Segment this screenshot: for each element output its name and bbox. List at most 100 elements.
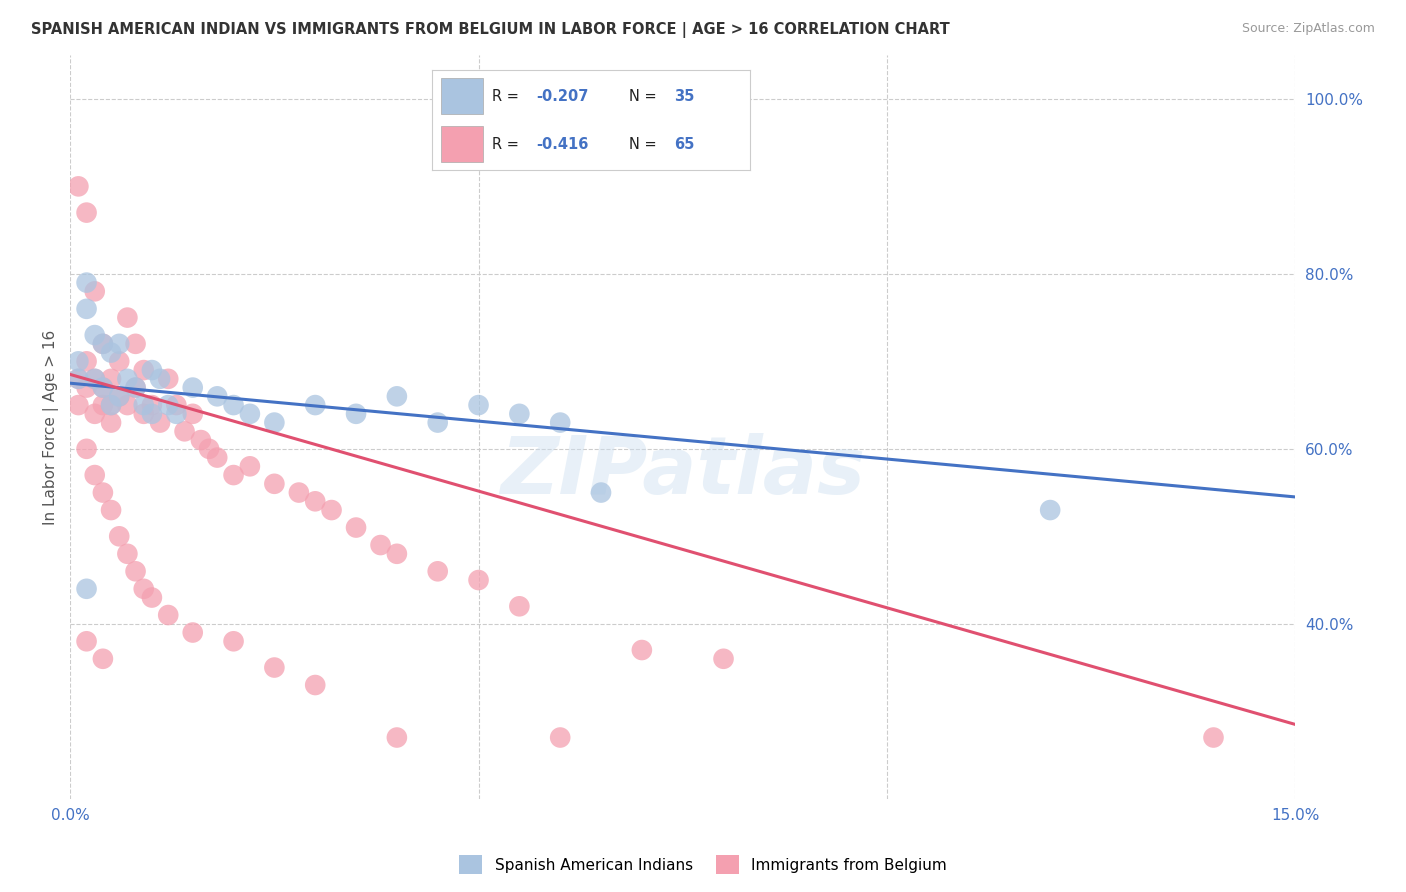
Point	[117, 398, 139, 412]
Point	[91, 336, 114, 351]
Point	[117, 547, 139, 561]
Point	[239, 459, 262, 474]
Point	[100, 503, 122, 517]
Point	[181, 625, 204, 640]
Point	[1202, 731, 1225, 745]
Point	[124, 381, 146, 395]
Point	[304, 398, 326, 412]
Point	[83, 468, 105, 483]
Point	[83, 328, 105, 343]
Point	[263, 476, 285, 491]
Point	[108, 336, 131, 351]
Point	[631, 643, 654, 657]
Point	[205, 450, 228, 465]
Point	[67, 179, 90, 194]
Point	[83, 372, 105, 386]
Point	[181, 381, 204, 395]
Point	[76, 634, 98, 648]
Point	[83, 372, 105, 386]
Point	[205, 389, 228, 403]
Text: ZIPatlas: ZIPatlas	[501, 433, 865, 510]
Point	[467, 573, 489, 587]
Point	[165, 398, 187, 412]
Legend: Spanish American Indians, Immigrants from Belgium: Spanish American Indians, Immigrants fro…	[453, 849, 953, 880]
Point	[304, 678, 326, 692]
Point	[91, 336, 114, 351]
Point	[108, 389, 131, 403]
Point	[589, 485, 612, 500]
Point	[157, 398, 180, 412]
Point	[117, 310, 139, 325]
Text: Source: ZipAtlas.com: Source: ZipAtlas.com	[1241, 22, 1375, 36]
Point	[83, 407, 105, 421]
Point	[76, 276, 98, 290]
Point	[67, 354, 90, 368]
Point	[100, 398, 122, 412]
Point	[67, 398, 90, 412]
Point	[157, 608, 180, 623]
Point	[91, 485, 114, 500]
Point	[100, 398, 122, 412]
Point	[385, 547, 408, 561]
Point	[108, 529, 131, 543]
Point	[76, 442, 98, 456]
Point	[222, 398, 245, 412]
Point	[141, 398, 163, 412]
Point	[108, 389, 131, 403]
Point	[426, 564, 449, 578]
Point	[713, 652, 735, 666]
Point	[132, 363, 155, 377]
Point	[67, 372, 90, 386]
Point	[157, 372, 180, 386]
Point	[91, 652, 114, 666]
Point	[263, 660, 285, 674]
Point	[165, 407, 187, 421]
Point	[141, 591, 163, 605]
Point	[385, 731, 408, 745]
Y-axis label: In Labor Force | Age > 16: In Labor Force | Age > 16	[44, 329, 59, 524]
Point	[370, 538, 392, 552]
Point	[548, 731, 571, 745]
Point	[132, 407, 155, 421]
Point	[76, 354, 98, 368]
Point	[117, 372, 139, 386]
Point	[263, 416, 285, 430]
Point	[149, 372, 172, 386]
Point	[190, 433, 212, 447]
Point	[288, 485, 311, 500]
Point	[508, 599, 530, 614]
Point	[100, 345, 122, 359]
Point	[141, 407, 163, 421]
Point	[124, 564, 146, 578]
Point	[344, 407, 367, 421]
Point	[76, 301, 98, 316]
Point	[83, 285, 105, 299]
Point	[508, 407, 530, 421]
Point	[67, 372, 90, 386]
Point	[239, 407, 262, 421]
Point	[181, 407, 204, 421]
Point	[100, 372, 122, 386]
Point	[141, 363, 163, 377]
Point	[108, 354, 131, 368]
Point	[91, 381, 114, 395]
Point	[149, 416, 172, 430]
Point	[385, 389, 408, 403]
Point	[76, 582, 98, 596]
Point	[76, 381, 98, 395]
Point	[426, 416, 449, 430]
Point	[124, 336, 146, 351]
Point	[100, 416, 122, 430]
Point	[132, 582, 155, 596]
Point	[124, 381, 146, 395]
Point	[222, 634, 245, 648]
Point	[132, 398, 155, 412]
Point	[76, 205, 98, 219]
Point	[91, 398, 114, 412]
Point	[1039, 503, 1062, 517]
Text: SPANISH AMERICAN INDIAN VS IMMIGRANTS FROM BELGIUM IN LABOR FORCE | AGE > 16 COR: SPANISH AMERICAN INDIAN VS IMMIGRANTS FR…	[31, 22, 949, 38]
Point	[91, 381, 114, 395]
Point	[344, 520, 367, 534]
Point	[198, 442, 221, 456]
Point	[321, 503, 343, 517]
